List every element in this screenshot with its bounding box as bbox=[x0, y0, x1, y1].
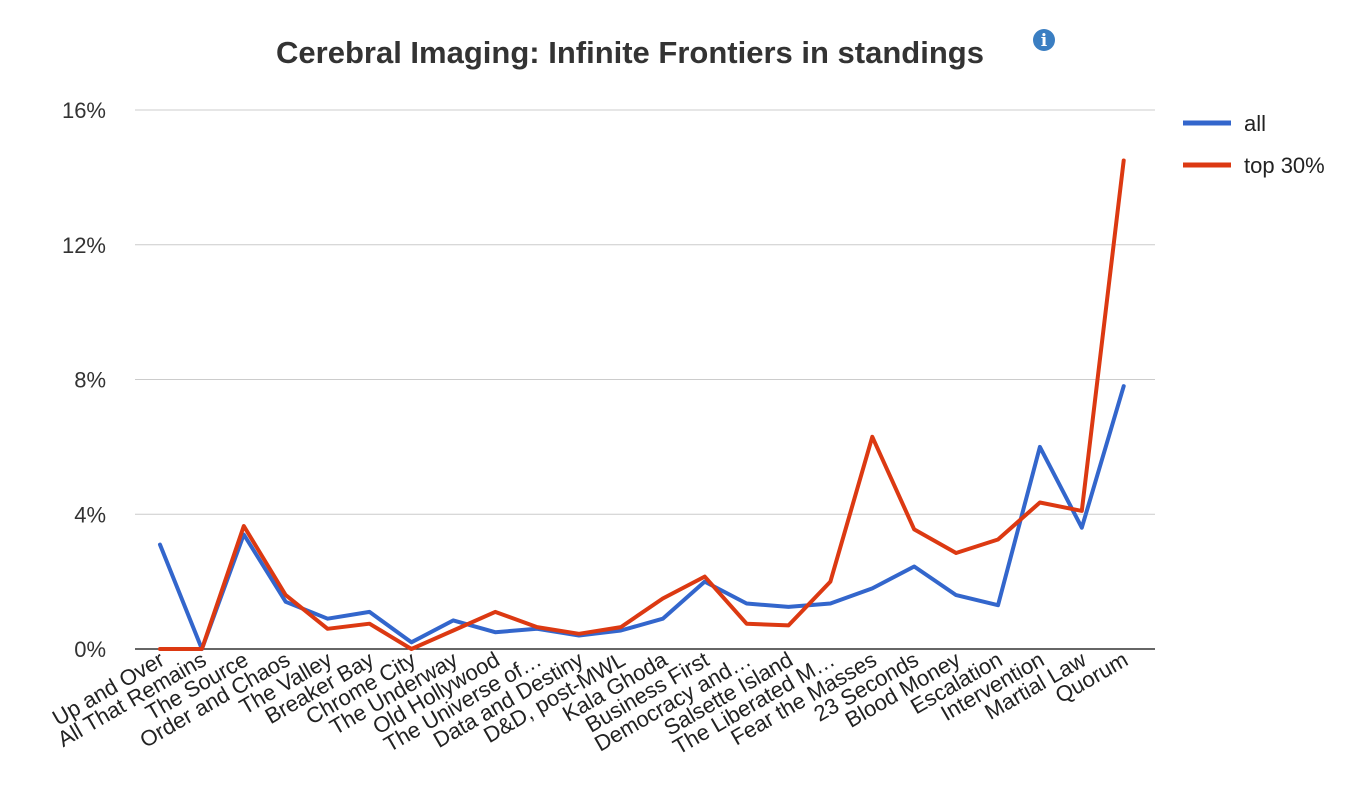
y-tick-label: 8% bbox=[74, 368, 106, 393]
svg-text:i: i bbox=[1041, 31, 1048, 51]
y-axis-ticks: 0% 4% 8% 12% 16% bbox=[62, 98, 106, 662]
y-tick-label: 16% bbox=[62, 98, 106, 123]
y-tick-label: 4% bbox=[74, 502, 106, 527]
series-line-all[interactable] bbox=[158, 384, 1126, 651]
legend-label: all bbox=[1244, 111, 1266, 136]
chart-title: Cerebral Imaging: Infinite Frontiers in … bbox=[276, 35, 984, 70]
grid-lines bbox=[135, 109, 1155, 650]
y-tick-label: 12% bbox=[62, 233, 106, 258]
series-lines bbox=[158, 158, 1126, 651]
legend-label: top 30% bbox=[1244, 153, 1325, 178]
series-line-top-30-[interactable] bbox=[158, 158, 1126, 651]
legend: all top 30% bbox=[1183, 111, 1325, 178]
info-icon[interactable]: i bbox=[1033, 29, 1055, 51]
y-tick-label: 0% bbox=[74, 637, 106, 662]
